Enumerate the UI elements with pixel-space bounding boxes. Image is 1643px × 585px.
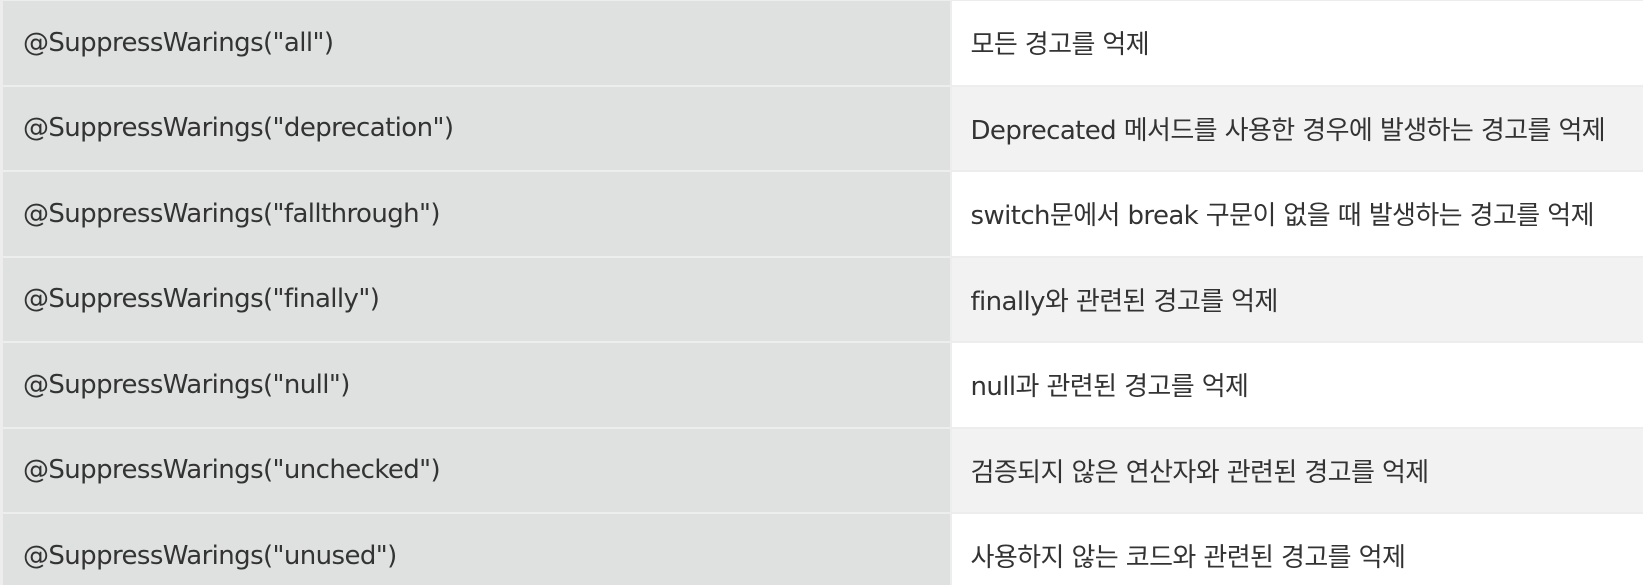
table-row: @SuppressWarings("all") 모든 경고를 억제: [0, 0, 1643, 87]
annotation-cell: @SuppressWarings("fallthrough"): [0, 170, 952, 258]
description-cell: 검증되지 않은 연산자와 관련된 경고를 억제: [950, 426, 1643, 514]
table-row: @SuppressWarings("fallthrough") switch문에…: [0, 170, 1643, 258]
table-row: @SuppressWarings("finally") finally와 관련된…: [0, 255, 1643, 343]
description-cell: finally와 관련된 경고를 억제: [950, 255, 1643, 343]
annotation-cell: @SuppressWarings("unchecked"): [0, 426, 952, 514]
description-cell: null과 관련된 경고를 억제: [950, 341, 1643, 429]
table-row: @SuppressWarings("unchecked") 검증되지 않은 연산…: [0, 426, 1643, 514]
annotation-cell: @SuppressWarings("null"): [0, 341, 952, 429]
annotation-cell: @SuppressWarings("deprecation"): [0, 84, 952, 172]
annotation-cell: @SuppressWarings("all"): [0, 0, 952, 87]
description-cell: 모든 경고를 억제: [950, 0, 1643, 87]
description-cell: Deprecated 메서드를 사용한 경우에 발생하는 경고를 억제: [950, 84, 1643, 172]
table-row: @SuppressWarings("unused") 사용하지 않는 코드와 관…: [0, 512, 1643, 585]
table-row: @SuppressWarings("null") null과 관련된 경고를 억…: [0, 341, 1643, 429]
description-cell: switch문에서 break 구문이 없을 때 발생하는 경고를 억제: [950, 170, 1643, 258]
description-cell: 사용하지 않는 코드와 관련된 경고를 억제: [950, 512, 1643, 585]
table-row: @SuppressWarings("deprecation") Deprecat…: [0, 84, 1643, 172]
annotation-cell: @SuppressWarings("finally"): [0, 255, 952, 343]
annotation-cell: @SuppressWarings("unused"): [0, 512, 952, 585]
